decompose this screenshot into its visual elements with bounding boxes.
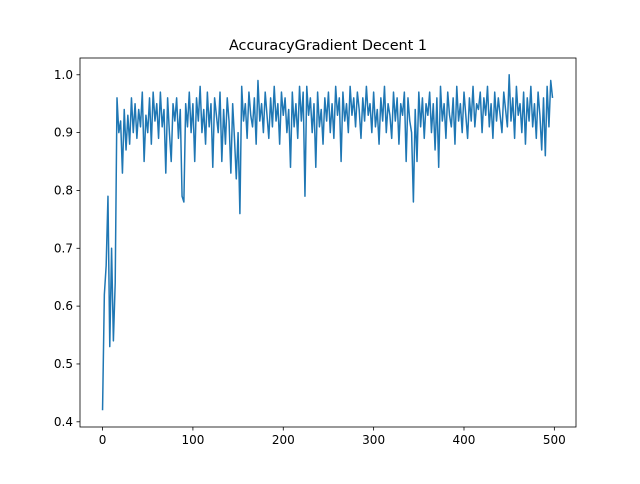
plot-area [101,74,554,411]
x-tick-label: 300 [362,433,385,447]
y-tick-label: 1.0 [54,68,73,82]
data-line [101,74,554,411]
chart-title: AccuracyGradient Decent 1 [229,38,427,54]
x-tick-label: 200 [272,433,295,447]
y-tick-label: 0.8 [54,183,73,197]
x-tick-label: 0 [99,433,107,447]
y-tick-label: 0.6 [54,299,73,313]
y-tick-label: 0.9 [54,126,73,140]
x-tick-label: 500 [543,433,566,447]
x-tick-label: 100 [181,433,204,447]
y-tick-label: 0.7 [54,241,73,255]
y-tick-label: 0.4 [54,415,73,429]
axes-frame [79,57,577,428]
y-tick-label: 0.5 [54,357,73,371]
x-tick-label: 400 [453,433,476,447]
